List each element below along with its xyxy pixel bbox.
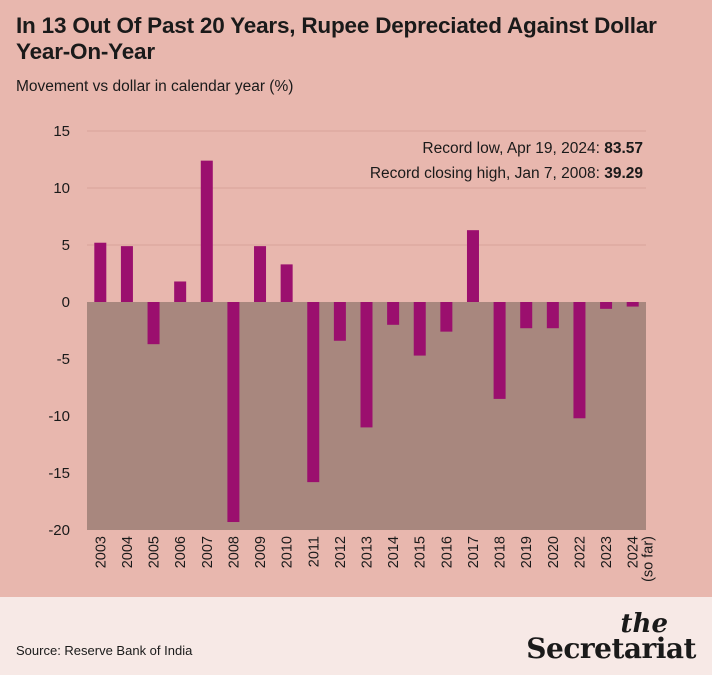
x-tick-label: 2011 xyxy=(306,536,322,567)
x-tick-label: 2008 xyxy=(226,536,242,568)
x-tick-label: 2009 xyxy=(253,536,269,568)
x-tick-label: 2007 xyxy=(200,536,216,568)
bar-2008 xyxy=(227,302,240,523)
y-tick-label: -15 xyxy=(48,465,70,482)
x-tick-label: 2005 xyxy=(147,536,163,568)
x-tick-label-suffix: (so far) xyxy=(641,536,657,582)
bar-2004 xyxy=(120,246,133,302)
x-tick-label: 2003 xyxy=(93,536,109,568)
annotation-record-low: Record low, Apr 19, 2024: 83.57 xyxy=(422,140,643,157)
chart-title: In 13 Out Of Past 20 Years, Rupee Deprec… xyxy=(16,13,657,64)
bar-2020 xyxy=(546,302,559,329)
brand-logo-name: Secretariat xyxy=(526,632,696,665)
x-tick-label: 2004 xyxy=(120,536,136,568)
bar-chart: 15 10 5 0 -5 -10 -15 -20 2003 2004 2005 2006 2007 20… xyxy=(48,123,657,582)
x-tick-label: 2016 xyxy=(439,536,455,568)
source-note: Source: Reserve Bank of India xyxy=(16,643,193,658)
y-tick-label: -5 xyxy=(57,351,70,368)
bar-2024 xyxy=(626,302,639,307)
x-tick-label: 2010 xyxy=(280,536,296,568)
bar-2015 xyxy=(413,302,426,356)
x-tick-label: 2018 xyxy=(493,536,509,568)
y-tick-label: 10 xyxy=(53,180,70,197)
bar-2022 xyxy=(573,302,586,419)
bar-2016 xyxy=(440,302,453,332)
x-tick-label: 2023 xyxy=(599,536,615,568)
x-tick-label: 2013 xyxy=(360,536,376,568)
x-tick-label: 2015 xyxy=(413,536,429,568)
bar-2007 xyxy=(200,160,213,302)
x-tick-label: 2014 xyxy=(386,536,402,568)
x-tick-label: 2020 xyxy=(546,536,562,568)
y-tick-label: -10 xyxy=(48,408,70,425)
y-tick-label: -20 xyxy=(48,522,70,539)
x-tick-label: 2024 xyxy=(626,536,642,568)
x-tick-label: 2017 xyxy=(466,536,482,568)
bar-2018 xyxy=(493,302,506,399)
bar-2023 xyxy=(600,302,613,309)
y-tick-label: 15 xyxy=(53,123,70,140)
x-tick-label: 2012 xyxy=(333,536,349,568)
bar-2012 xyxy=(333,302,346,341)
x-tick-label: 2022 xyxy=(572,536,588,568)
x-tick-label: 2006 xyxy=(173,536,189,568)
bar-2003 xyxy=(94,242,107,302)
bar-2005 xyxy=(147,302,160,345)
bar-2013 xyxy=(360,302,373,428)
bar-2014 xyxy=(387,302,400,325)
brand-logo-the: the xyxy=(620,609,668,639)
footer: Source: Reserve Bank of India the Secret… xyxy=(0,597,712,675)
bar-2019 xyxy=(520,302,533,329)
bar-2010 xyxy=(280,264,293,302)
bar-2006 xyxy=(174,281,187,302)
chart-subtitle: Movement vs dollar in calendar year (%) xyxy=(16,78,294,95)
y-tick-label: 0 xyxy=(62,294,70,311)
bar-2017 xyxy=(466,230,479,302)
bar-2009 xyxy=(254,246,267,302)
annotation-record-high: Record closing high, Jan 7, 2008: 39.29 xyxy=(370,165,644,182)
bar-2011 xyxy=(307,302,320,483)
x-tick-label: 2019 xyxy=(519,536,535,568)
y-tick-label: 5 xyxy=(62,237,70,254)
